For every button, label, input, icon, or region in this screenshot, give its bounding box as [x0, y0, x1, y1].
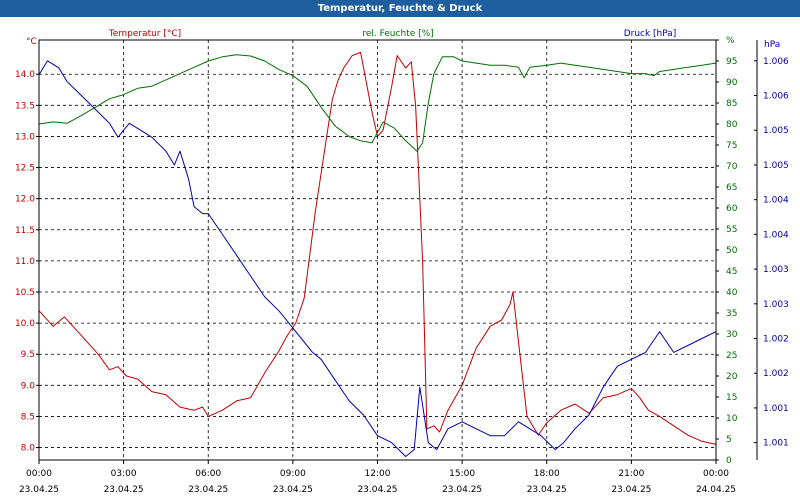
humidity-tick-label: 5	[726, 435, 732, 445]
chart-title: Temperatur, Feuchte & Druck	[0, 0, 800, 17]
humidity-tick-label: 80	[726, 120, 738, 130]
humidity-series-line	[38, 54, 717, 152]
pressure-tick-label: 1.006	[763, 92, 789, 102]
temperature-tick-label: 11.5	[15, 226, 35, 236]
time-tick-label: 21:00	[618, 469, 644, 479]
temperature-tick-label: 13.5	[15, 101, 35, 111]
pressure-tick-label: 1.004	[763, 230, 789, 240]
temperature-tick-label: 10.5	[15, 288, 35, 298]
humidity-tick-label: %	[726, 36, 735, 46]
humidity-tick-label: 10	[726, 414, 738, 424]
temperature-tick-label: 13.0	[15, 132, 35, 142]
legend: Temperatur [°C] rel. Feuchte [%] Druck [hP…	[108, 29, 676, 39]
humidity-tick-label: 15	[726, 393, 737, 403]
humidity-tick-label: 35	[726, 309, 737, 319]
legend-humidity: rel. Feuchte [%]	[362, 29, 433, 39]
pressure-series-line	[38, 60, 717, 457]
humidity-tick-label: 30	[726, 330, 738, 340]
humidity-tick-label: 65	[726, 183, 737, 193]
humidity-tick-label: 50	[726, 246, 738, 256]
legend-temperature: Temperatur [°C]	[108, 29, 181, 39]
temperature-tick-label: 9.0	[21, 381, 36, 391]
legend-pressure: Druck [hPa]	[624, 29, 677, 39]
time-tick-label: 00:00	[703, 469, 729, 479]
pressure-tick-label: 1.005	[763, 161, 789, 171]
temperature-tick-label: 12.5	[15, 164, 35, 174]
time-tick-label: 15:00	[449, 469, 475, 479]
pressure-tick-label: 1.005	[763, 126, 789, 136]
temperature-series-line	[38, 51, 717, 445]
date-tick-label: 23.04.25	[357, 485, 397, 495]
temperature-tick-label: 9.5	[21, 350, 35, 360]
pressure-unit-label: hPa	[764, 40, 780, 50]
date-tick-label: 23.04.25	[527, 485, 567, 495]
humidity-tick-label: 40	[726, 288, 738, 298]
temperature-tick-label: 11.0	[15, 257, 35, 267]
chart-plot: °C 8.0 8.5 9.0 9.5 10.0 10.5 11.0 11.5 12.0 12.5 13…	[15, 29, 789, 495]
humidity-tick-label: 85	[726, 99, 737, 109]
date-tick-label: 23.04.25	[611, 485, 651, 495]
pressure-tick-label: 1.003	[763, 300, 789, 310]
time-tick-label: 06:00	[195, 469, 221, 479]
date-tick-label: 23.04.25	[442, 485, 482, 495]
date-tick-label: 24.04.25	[696, 485, 736, 495]
date-tick-label: 23.04.25	[19, 485, 59, 495]
date-tick-label: 23.04.25	[188, 485, 228, 495]
humidity-tick-label: 25	[726, 351, 737, 361]
date-tick-label: 23.04.25	[273, 485, 313, 495]
humidity-tick-label: 55	[726, 225, 737, 235]
humidity-tick-label: 70	[726, 162, 738, 172]
temperature-tick-label: 8.0	[21, 444, 36, 454]
pressure-tick-label: 1.001	[763, 439, 789, 449]
humidity-tick-label: 20	[726, 372, 738, 382]
pressure-tick-label: 1.002	[763, 335, 789, 345]
pressure-tick-label: 1.002	[763, 369, 789, 379]
temperature-tick-label: 8.5	[21, 412, 35, 422]
time-tick-label: 18:00	[534, 469, 560, 479]
temperature-tick-label: 14.0	[15, 70, 35, 80]
temperature-axis: °C 8.0 8.5 9.0 9.5 10.0 10.5 11.0 11.5 12.0 12.5 13…	[15, 37, 39, 454]
pressure-axis: 1.001 1.001 1.002 1.002 1.003 1.003 1.004 1.004…	[754, 40, 789, 460]
humidity-axis: 0 5 10 15 20 25 30 35 40 45 50 55 60 65 70 75 80 85 90 95%	[716, 36, 738, 466]
humidity-tick-label: 95	[726, 57, 737, 67]
time-tick-label: 12:00	[365, 469, 391, 479]
pressure-tick-label: 1.003	[763, 265, 789, 275]
series-lines	[38, 51, 717, 457]
humidity-tick-label: 45	[726, 267, 737, 277]
humidity-tick-label: 0	[726, 456, 732, 466]
temperature-tick-label: 10.0	[15, 319, 35, 329]
time-tick-label: 09:00	[280, 469, 306, 479]
time-tick-label: 00:00	[26, 469, 52, 479]
humidity-tick-label: 60	[726, 204, 738, 214]
time-tick-label: 03:00	[111, 469, 137, 479]
date-tick-label: 23.04.25	[104, 485, 144, 495]
plot-frame	[38, 39, 717, 461]
temperature-tick-label: 12.0	[15, 195, 35, 205]
temperature-unit-label: °C	[26, 37, 37, 47]
pressure-tick-label: 1.006	[763, 57, 789, 67]
grid-lines	[39, 40, 716, 460]
humidity-tick-label: 90	[726, 78, 738, 88]
time-axis: 00:00 23.04.25 03:00 23.04.25 06:00 23.04.25 0…	[19, 460, 736, 495]
pressure-tick-label: 1.004	[763, 196, 789, 206]
humidity-tick-label: 75	[726, 141, 737, 151]
pressure-tick-label: 1.001	[763, 404, 789, 414]
